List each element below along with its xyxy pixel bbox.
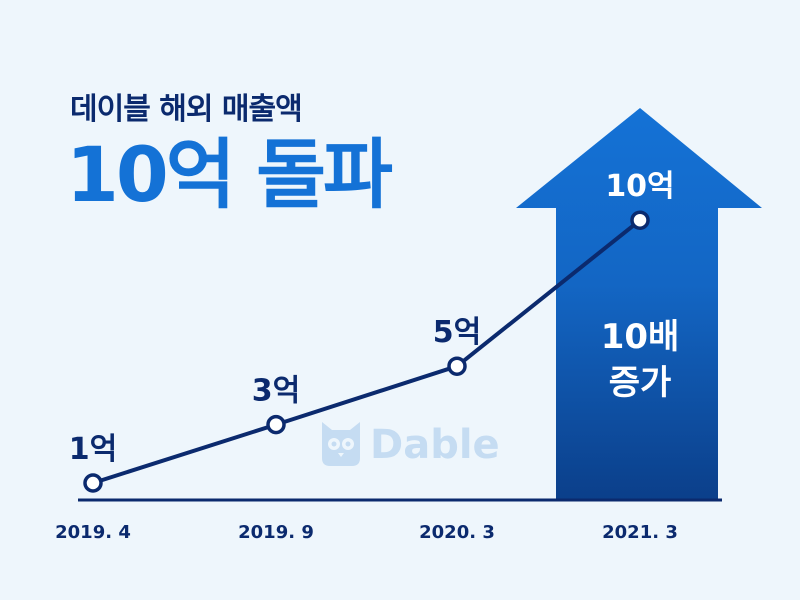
x-tick-label: 2021. 3: [602, 522, 678, 543]
x-tick-label: 2019. 9: [238, 522, 314, 543]
growth-arrow: [516, 108, 762, 500]
headline-subtitle: 데이블 해외 매출액: [70, 92, 303, 127]
arrow-label-line2: 증가: [609, 363, 672, 403]
data-point: [447, 356, 467, 376]
arrow-label-line1: 10배: [601, 317, 680, 357]
data-label: 10억: [605, 169, 674, 204]
data-point: [630, 210, 650, 230]
series-line: [91, 218, 642, 485]
owl-icon: [322, 422, 360, 466]
x-tick-label: 2019. 4: [55, 522, 131, 543]
tick-labels: 2019. 4 2019. 9 2020. 3 2021. 3: [55, 522, 678, 543]
data-label: 3억: [252, 374, 300, 409]
data-label: 1억: [69, 432, 117, 467]
x-tick-label: 2020. 3: [419, 522, 495, 543]
headline-title: 10억 돌파: [66, 130, 393, 219]
dable-wordmark: Dable: [370, 422, 500, 468]
data-label: 5억: [433, 315, 481, 350]
data-point: [83, 473, 103, 493]
dable-logo: Dable: [322, 422, 500, 468]
data-point: [266, 414, 286, 435]
series-layer: 1억 3억 5억 10억: [69, 169, 675, 493]
